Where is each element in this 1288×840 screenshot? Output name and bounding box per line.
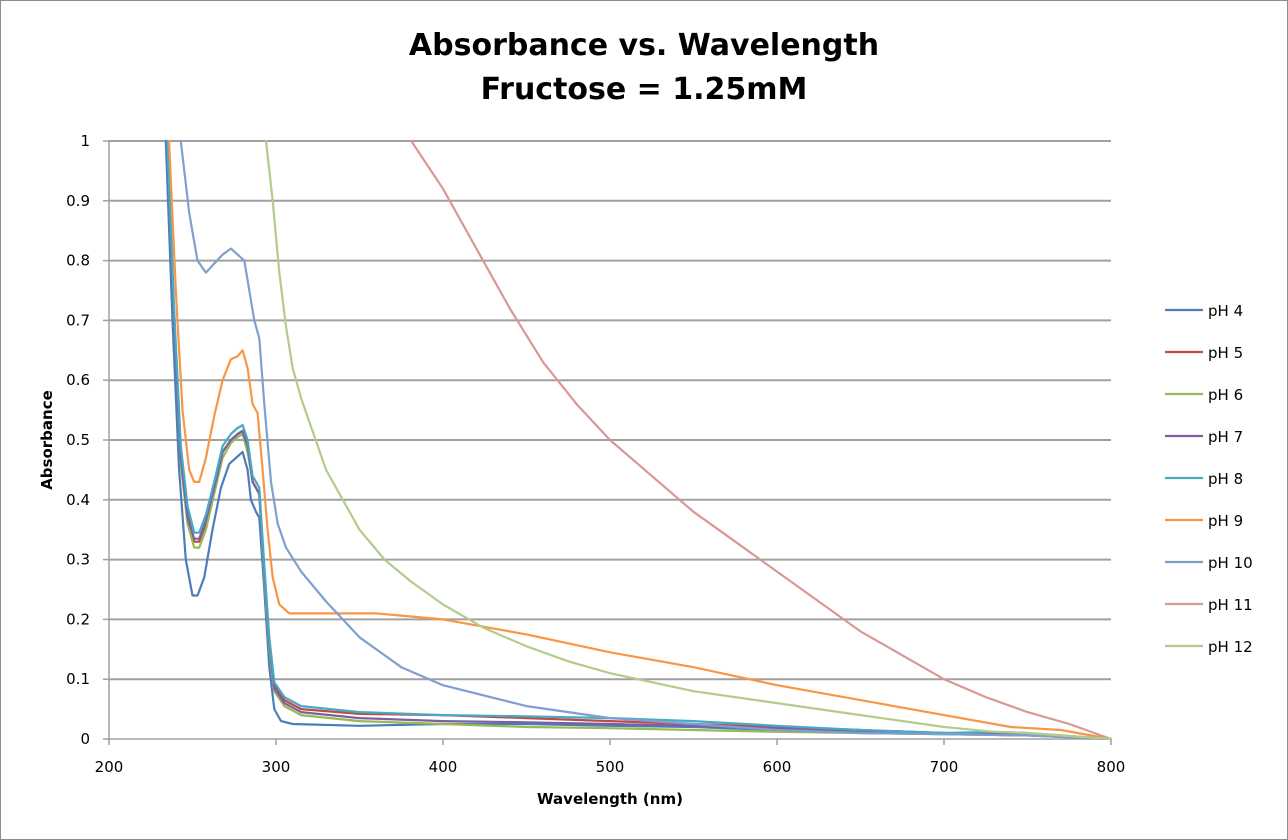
legend-label: pH 12 [1208, 638, 1253, 656]
chart-subtitle: Fructose = 1.25mM [480, 72, 808, 107]
y-tick-label: 0.3 [66, 551, 90, 569]
x-tick-label: 800 [1097, 758, 1126, 776]
legend-label: pH 5 [1208, 344, 1243, 362]
y-tick-label: 0.2 [66, 610, 90, 628]
series-line-ph-11 [410, 139, 1113, 741]
legend-label: pH 6 [1208, 386, 1243, 404]
series-line-ph-8 [166, 139, 1113, 741]
y-tick-label: 0.6 [66, 371, 90, 389]
y-tick-label: 0.1 [66, 670, 90, 688]
y-tick-label: 0.7 [66, 311, 90, 329]
x-tick-label: 500 [596, 758, 625, 776]
y-tick-label: 0.8 [66, 252, 90, 270]
axes: 0 0.1 0.2 0.3 0.4 0.5 0.6 0.7 0.8 0.9 1 200 300 400 50… [66, 132, 1125, 776]
legend: pH 4 pH 5 pH 6 pH 7 pH 8 pH 9 pH 10 pH 11 pH 12 [1165, 302, 1253, 656]
series-line-ph-12 [264, 139, 1113, 741]
y-tick-label: 0.9 [66, 192, 90, 210]
y-tick-label: 0.4 [66, 491, 90, 509]
gridlines [109, 140, 1111, 681]
y-axis-title: Absorbance [38, 390, 56, 490]
legend-label: pH 10 [1208, 554, 1253, 572]
x-tick-label: 700 [930, 758, 959, 776]
legend-label: pH 8 [1208, 470, 1243, 488]
chart-title: Absorbance vs. Wavelength [408, 28, 880, 63]
legend-label: pH 11 [1208, 596, 1253, 614]
x-tick-label: 600 [763, 758, 792, 776]
legend-label: pH 9 [1208, 512, 1243, 530]
x-tick-label: 200 [95, 758, 124, 776]
series-line-ph-4 [164, 139, 1113, 741]
y-tick-label: 0.5 [66, 431, 90, 449]
series-lines [164, 139, 1113, 741]
y-tick-label: 0 [80, 730, 90, 748]
series-line-ph-10 [179, 139, 1113, 741]
x-tick-label: 300 [262, 758, 291, 776]
x-axis-title: Wavelength (nm) [537, 790, 683, 808]
legend-label: pH 4 [1208, 302, 1243, 320]
legend-label: pH 7 [1208, 428, 1243, 446]
y-tick-label: 1 [80, 132, 90, 150]
x-tick-label: 400 [429, 758, 458, 776]
series-line-ph-9 [168, 139, 1113, 741]
